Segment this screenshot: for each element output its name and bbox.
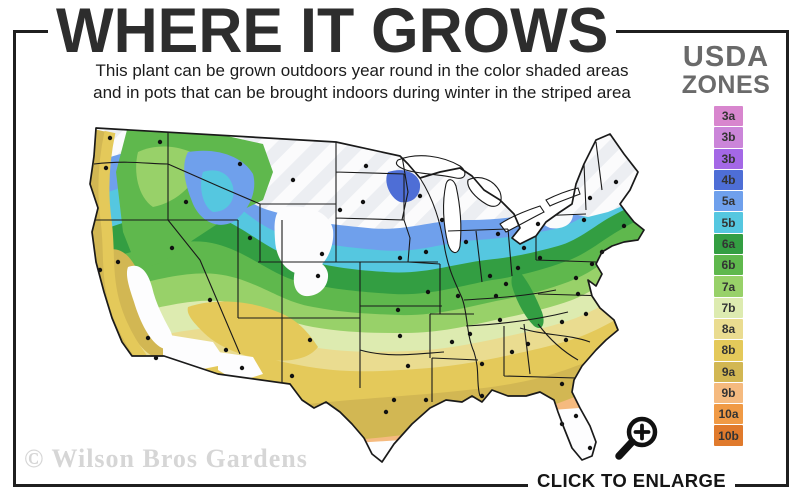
pacific-coast-gold-inner bbox=[98, 130, 147, 362]
appalachian-green bbox=[511, 270, 544, 329]
great-lakes bbox=[395, 155, 581, 254]
zone-label: 5b bbox=[721, 215, 736, 230]
sierra-white bbox=[126, 265, 173, 349]
zone-label: 7a bbox=[721, 279, 736, 294]
rockies-white-1 bbox=[274, 206, 334, 275]
zone-swatch-7: 6b bbox=[714, 255, 743, 276]
zone-label: 9b bbox=[721, 386, 736, 400]
zone-swatch-5: 5b bbox=[714, 212, 743, 233]
zone-label: 7b bbox=[721, 300, 736, 315]
zone-swatch-2: 3b bbox=[714, 148, 743, 169]
city-markers bbox=[97, 135, 627, 451]
usa-hardiness-zone-map bbox=[68, 112, 660, 468]
usda-zones-legend-title: USDA ZONES bbox=[656, 42, 796, 98]
us-outline bbox=[89, 127, 645, 463]
zone-label: 10b bbox=[718, 428, 739, 443]
lake-michigan bbox=[443, 179, 462, 254]
zone-swatch-9: 7b bbox=[714, 297, 743, 318]
idaho-cyan bbox=[201, 170, 234, 212]
zone-label: 3a bbox=[721, 109, 736, 124]
zone-label: 6b bbox=[721, 258, 736, 273]
lake-huron bbox=[467, 177, 502, 207]
zone-swatch-1: 3b bbox=[714, 127, 743, 148]
zone-swatch-13: 9b bbox=[714, 382, 743, 404]
zone-swatch-6: 6a bbox=[714, 233, 743, 255]
zone-swatch-14: 10a bbox=[714, 404, 743, 425]
page-title: WHERE IT GROWS bbox=[48, 0, 617, 62]
lake-erie bbox=[499, 205, 545, 233]
zone-label: 3b bbox=[721, 151, 736, 166]
lake-ontario bbox=[545, 187, 581, 207]
zone-label: 5a bbox=[721, 194, 736, 209]
zone-swatch-12: 9a bbox=[714, 361, 743, 382]
zone-swatch-11: 8b bbox=[714, 340, 743, 361]
usda-zone-list: 3a 3b 3b 4b 5a 5b 6a 6b 7a 7b 8a 8b 9a 9b 10a 10b bbox=[714, 106, 743, 446]
watermark: © Wilson Bros Gardens bbox=[24, 444, 308, 473]
subtitle: This plant can be grown outdoors year ro… bbox=[62, 60, 662, 103]
zone-swatch-8: 7a bbox=[714, 276, 743, 297]
zone-label: 4b bbox=[721, 173, 736, 188]
unshaded-south-texas bbox=[330, 440, 402, 462]
zone-label: 3b bbox=[721, 130, 736, 145]
rockies-white-2 bbox=[293, 260, 329, 297]
lake-superior bbox=[395, 155, 466, 179]
zone-swatch-3: 4b bbox=[714, 169, 743, 191]
zone-swatch-0: 3a bbox=[714, 106, 743, 127]
magnifier-plus-icon[interactable] bbox=[610, 412, 664, 466]
subtitle-line-2: and in pots that can be brought indoors … bbox=[93, 82, 631, 102]
subtitle-line-1: This plant can be grown outdoors year ro… bbox=[95, 61, 629, 80]
zone-label: 8a bbox=[721, 322, 736, 337]
new-england-striped bbox=[563, 134, 640, 217]
state-borders bbox=[90, 128, 609, 402]
legend-title-line1: USDA bbox=[682, 41, 770, 73]
legend-title-line2: ZONES bbox=[681, 71, 771, 99]
zone-label: 8b bbox=[721, 343, 736, 358]
minnesota-royal-blue bbox=[386, 170, 421, 203]
zone-swatch-15: 10b bbox=[714, 425, 743, 446]
southwest-gold bbox=[187, 301, 318, 361]
zone-swatch-4: 5a bbox=[714, 191, 743, 212]
zone-label: 9a bbox=[721, 364, 736, 379]
click-to-enlarge-button[interactable]: CLICK TO ENLARGE bbox=[528, 468, 736, 494]
zone-label: 6a bbox=[721, 236, 736, 251]
zone-swatch-10: 8a bbox=[714, 318, 743, 340]
zone-label: 10a bbox=[718, 407, 739, 422]
